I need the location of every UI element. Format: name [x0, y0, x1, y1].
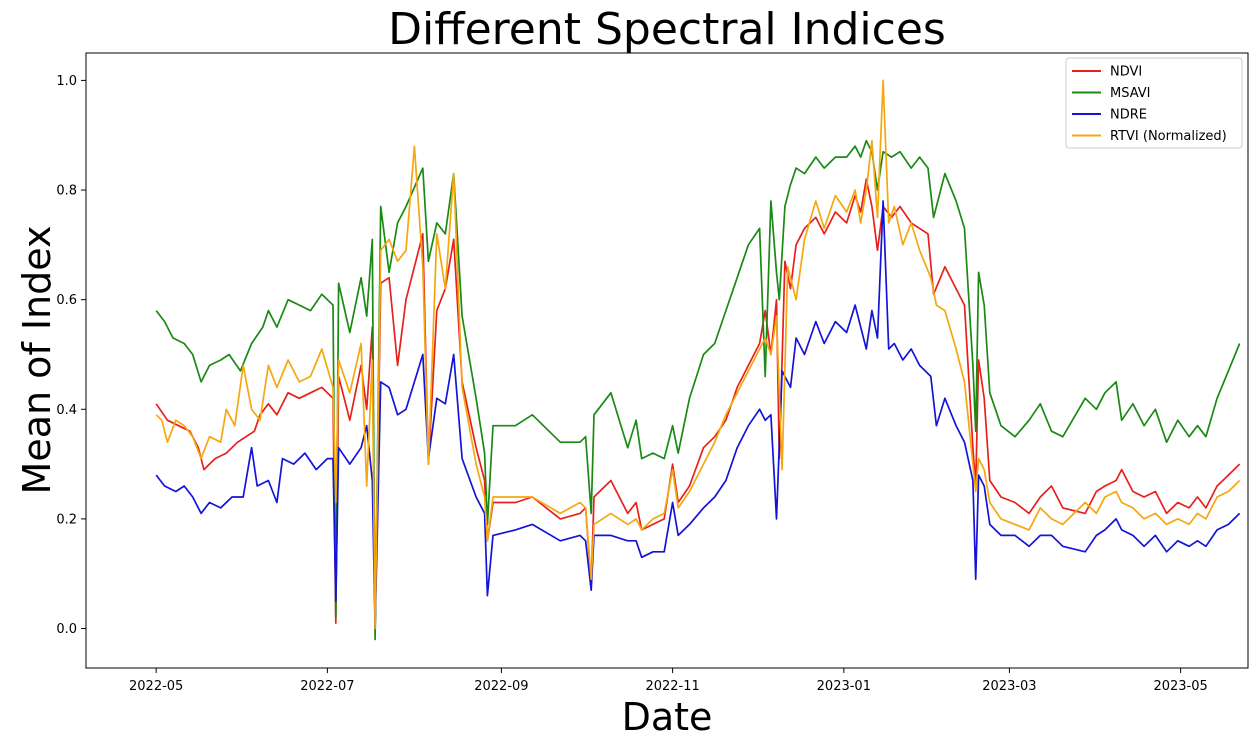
- legend-label-ndre: NDRE: [1110, 108, 1147, 123]
- y-tick-label: 0.2: [56, 512, 77, 527]
- y-tick-label: 0.0: [56, 622, 77, 637]
- series-line-ndre: [155, 200, 1241, 630]
- y-axis-title: Mean of Index: [15, 226, 59, 495]
- legend: NDVI MSAVI NDRE RTVI (Normalized): [1065, 57, 1243, 149]
- series-layer: [155, 79, 1241, 641]
- legend-label-ndvi: NDVI: [1110, 65, 1142, 80]
- x-tick-label: 2022-11: [645, 679, 699, 694]
- x-tick-label: 2022-09: [474, 679, 528, 694]
- series-line-rtvi-normalized: [155, 79, 1241, 630]
- y-tick-label: 0.6: [56, 293, 77, 308]
- chart-title: Different Spectral Indices: [388, 4, 946, 55]
- y-tick-label: 0.8: [56, 184, 77, 199]
- y-tick-label: 0.4: [56, 403, 77, 418]
- x-tick-label: 2023-01: [817, 679, 871, 694]
- x-tick-label: 2022-05: [129, 679, 183, 694]
- legend-label-msavi: MSAVI: [1110, 86, 1151, 101]
- legend-label-rtvi-normalized: RTVI (Normalized): [1110, 129, 1227, 144]
- plot-area: [85, 52, 1249, 669]
- x-tick-label: 2022-07: [300, 679, 354, 694]
- series-line-msavi: [155, 139, 1241, 641]
- y-axis: 0.0 0.2 0.4 0.6 0.8 1.0: [56, 74, 86, 637]
- series-line-ndvi: [155, 178, 1241, 630]
- x-axis: 2022-05 2022-07 2022-09 2022-11 2023-01 2023-…: [129, 668, 1208, 694]
- legend-box: [1065, 57, 1243, 149]
- x-tick-label: 2023-05: [1153, 679, 1207, 694]
- x-axis-title: Date: [622, 695, 713, 739]
- x-tick-label: 2023-03: [982, 679, 1036, 694]
- y-tick-label: 1.0: [56, 74, 77, 89]
